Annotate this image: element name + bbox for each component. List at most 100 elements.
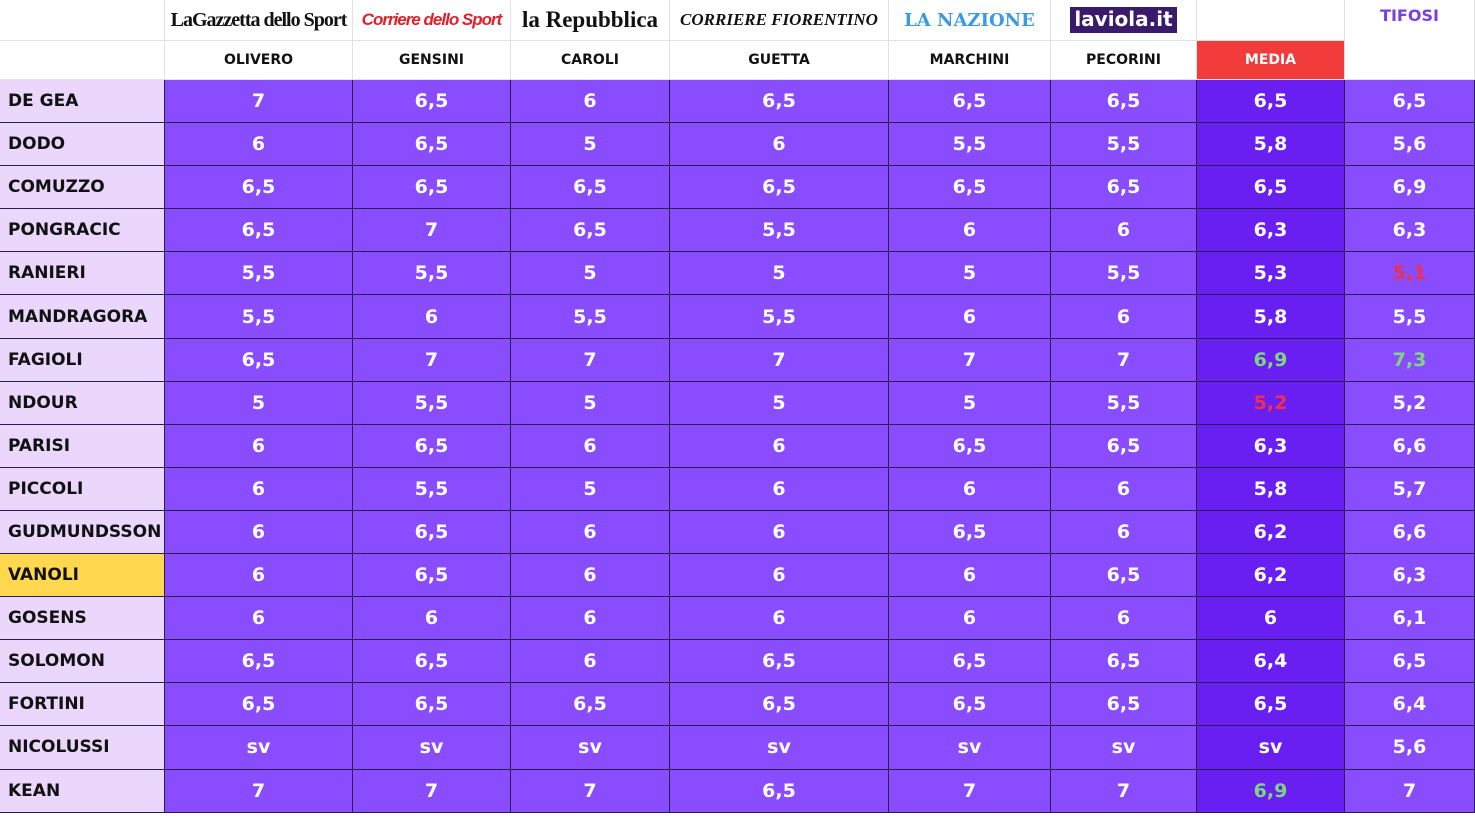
rating: 6,5: [353, 683, 511, 727]
rating: 6,5: [353, 166, 511, 210]
rating: 6,5: [1051, 683, 1197, 727]
source-logo: Corriere dello Sport: [361, 10, 503, 29]
rating: 6: [1051, 510, 1197, 555]
source-logo: LaGazzetta dello Sport: [170, 8, 348, 31]
rating: 7: [889, 338, 1051, 382]
rating: 6,5: [165, 338, 353, 382]
rating: 5,7: [1345, 467, 1475, 511]
rating: 7: [353, 338, 511, 382]
player-name: PARISI: [0, 424, 165, 468]
rating: 5,5: [1051, 381, 1197, 425]
rating: 6: [670, 597, 889, 641]
rating: 7: [1345, 769, 1475, 813]
reporter: MARCHINI: [889, 41, 1051, 80]
rating: 6: [1051, 467, 1197, 511]
reporter: GENSINI: [353, 41, 511, 80]
rating: 5: [670, 252, 889, 296]
rating: 6,3: [1197, 209, 1345, 253]
source-logo: la Repubblica: [521, 7, 659, 32]
rating: 5,5: [165, 295, 353, 339]
rating: 7: [353, 209, 511, 253]
player-name: NDOUR: [0, 381, 165, 425]
rating: 6: [889, 467, 1051, 511]
rating: 5: [511, 467, 670, 511]
rating: 5,5: [511, 295, 670, 339]
rating: 5,8: [1197, 467, 1345, 511]
player-name: FAGIOLI: [0, 338, 165, 382]
rating: 6,3: [1345, 209, 1475, 253]
rating: sv: [511, 726, 670, 770]
rating: sv: [165, 726, 353, 770]
rating: 6: [670, 123, 889, 167]
rating: 6,5: [1051, 640, 1197, 684]
source-cell: CORRIERE FIORENTINO: [670, 0, 889, 41]
rating: 6: [889, 209, 1051, 253]
rating: 7,3: [1345, 338, 1475, 382]
rating: 5,6: [1345, 123, 1475, 167]
rating: 5,5: [353, 467, 511, 511]
source-cell: LaGazzetta dello Sport: [165, 0, 353, 41]
rating: 7: [511, 338, 670, 382]
rating: 6,5: [165, 683, 353, 727]
rating: 6: [165, 123, 353, 167]
rating: 7: [889, 769, 1051, 813]
corner: [0, 41, 165, 80]
player-name: GUDMUNDSSON: [0, 510, 165, 555]
rating: 6,5: [670, 769, 889, 813]
rating: 6: [670, 510, 889, 555]
rating: 6: [353, 597, 511, 641]
source-logo: CORRIERE FIORENTINO: [680, 10, 878, 29]
player-name: RANIERI: [0, 252, 165, 296]
ratings-table: LaGazzetta dello Sport Corriere dello Spo…: [0, 0, 1475, 813]
rating: 6,5: [889, 166, 1051, 210]
tifosi-header: TIFOSI: [1345, 0, 1475, 80]
player-name: PONGRACIC: [0, 209, 165, 253]
player-name: MANDRAGORA: [0, 295, 165, 339]
reporter: CAROLI: [511, 41, 670, 80]
rating: 5,2: [1345, 381, 1475, 425]
rating: 6,5: [165, 209, 353, 253]
rating: 6,5: [165, 640, 353, 684]
rating: 6,5: [889, 80, 1051, 124]
rating: 6,5: [889, 510, 1051, 555]
player-name: VANOLI: [0, 554, 165, 598]
rating: 6: [165, 554, 353, 598]
rating: 6,9: [1197, 338, 1345, 382]
rating: 6,5: [1345, 640, 1475, 684]
rating: 6,2: [1197, 554, 1345, 598]
source-cell: la Repubblica: [511, 0, 670, 41]
rating: 5,8: [1197, 295, 1345, 339]
rating: 6,3: [1197, 424, 1345, 468]
rating: 6: [511, 424, 670, 468]
rating: 5,2: [1197, 381, 1345, 425]
rating: 6,9: [1345, 166, 1475, 210]
rating: 7: [1051, 769, 1197, 813]
rating: 6: [511, 80, 670, 124]
rating: 6: [670, 424, 889, 468]
rating: 6,5: [353, 123, 511, 167]
rating: 5,5: [889, 123, 1051, 167]
rating: 6,5: [670, 166, 889, 210]
rating: 6,5: [165, 166, 353, 210]
rating: 6,2: [1197, 510, 1345, 555]
rating: 6: [165, 424, 353, 468]
player-name: GOSENS: [0, 597, 165, 641]
rating: 7: [165, 80, 353, 124]
rating: 6,5: [1197, 166, 1345, 210]
rating: 5,5: [353, 381, 511, 425]
rating: 5,5: [1051, 123, 1197, 167]
reporter: GUETTA: [670, 41, 889, 80]
rating: 6,5: [1051, 424, 1197, 468]
source-cell: laviola.it: [1051, 0, 1197, 41]
rating: 6,5: [889, 424, 1051, 468]
source-logo: LA NAZIONE: [904, 9, 1035, 31]
rating: 6,4: [1345, 683, 1475, 727]
rating: 5,3: [1197, 252, 1345, 296]
corner: [0, 0, 165, 41]
rating: 6,5: [889, 640, 1051, 684]
rating: 5: [889, 252, 1051, 296]
source-cell: LA NAZIONE: [889, 0, 1051, 41]
rating: 6,5: [353, 424, 511, 468]
rating: 6,5: [670, 683, 889, 727]
rating: 7: [1051, 338, 1197, 382]
